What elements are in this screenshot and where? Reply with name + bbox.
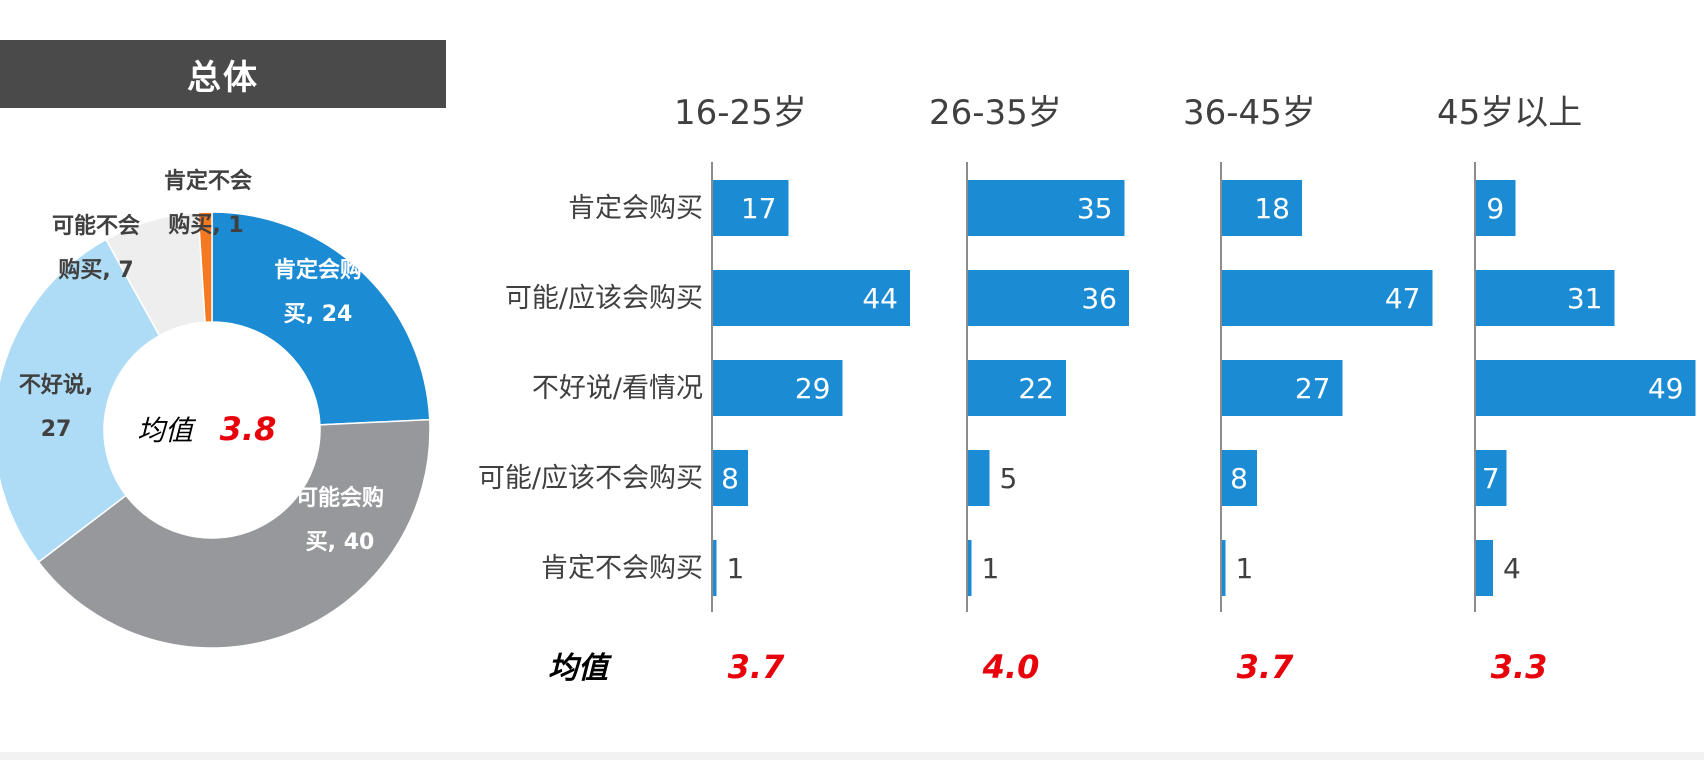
category-label: 肯定会购买 — [568, 193, 703, 224]
bar-value-label: 1 — [727, 552, 745, 585]
donut-center-mean-value: 3.8 — [220, 410, 277, 448]
bar — [1475, 450, 1507, 506]
bar — [967, 540, 972, 596]
overall-title-bar: 总体 — [0, 40, 446, 108]
overall-title: 总体 — [187, 57, 259, 98]
bar-value-label: 47 — [1385, 282, 1421, 315]
bar — [1475, 540, 1493, 596]
bar-value-label: 44 — [862, 282, 898, 315]
bar-value-label: 29 — [795, 372, 831, 405]
bar-value-label: 36 — [1081, 282, 1117, 315]
panel-mean-value: 4.0 — [982, 648, 1040, 686]
category-label: 肯定不会购买 — [541, 553, 703, 584]
donut-center-mean-label: 均值 — [137, 414, 197, 447]
bar — [967, 360, 1066, 416]
donut-slice — [197, 211, 213, 324]
panel-title: 26-35岁 — [929, 93, 1062, 133]
bar — [1221, 180, 1302, 236]
panel-mean-value: 3.7 — [1237, 648, 1294, 686]
category-label: 不好说/看情况 — [532, 373, 703, 404]
bar-value-label: 8 — [1230, 462, 1248, 495]
bar-value-label: 1 — [1236, 552, 1254, 585]
bar — [1221, 270, 1433, 326]
bar — [712, 540, 717, 596]
panel-title: 36-45岁 — [1183, 93, 1316, 133]
bar-value-label: 9 — [1486, 192, 1504, 225]
bar — [712, 270, 910, 326]
bar — [712, 180, 789, 236]
bar — [967, 270, 1129, 326]
donut-slice-label: 不好说, 27 — [19, 372, 93, 442]
bar — [1475, 360, 1696, 416]
bar-value-label: 27 — [1295, 372, 1331, 405]
panel-mean-value: 3.3 — [1491, 648, 1548, 686]
bar-value-label: 31 — [1567, 282, 1603, 315]
overall-donut-chart: 肯定会购买, 24 可能会购买, 40 不好说, 27 可能不会购买, 7 肯定不会购买,… — [0, 168, 431, 649]
bar-value-label: 35 — [1077, 192, 1113, 225]
bar — [1475, 180, 1516, 236]
bar — [967, 180, 1125, 236]
bar — [712, 360, 843, 416]
bar-value-label: 4 — [1503, 552, 1521, 585]
bar-value-label: 18 — [1254, 192, 1290, 225]
bar-value-label: 7 — [1482, 462, 1500, 495]
bar-value-label: 22 — [1018, 372, 1054, 405]
bar — [1221, 450, 1257, 506]
footer-divider — [0, 752, 1704, 760]
donut-slice-label: 可能会购买, 40 — [296, 485, 384, 555]
donut-slice-label: 肯定会购买, 24 — [274, 257, 362, 327]
bar-value-label: 49 — [1648, 372, 1684, 405]
panel-title: 16-25岁 — [674, 93, 807, 133]
bar — [1475, 270, 1615, 326]
bar-value-label: 5 — [1000, 462, 1018, 495]
panel-title: 45岁以上 — [1437, 93, 1582, 133]
category-label: 可能/应该不会购买 — [478, 463, 703, 494]
category-label: 可能/应该会购买 — [505, 283, 703, 314]
panel-mean-value: 3.7 — [728, 648, 785, 686]
bar — [1221, 360, 1343, 416]
bar-value-label: 8 — [721, 462, 739, 495]
bar — [967, 450, 990, 506]
donut-slice — [37, 418, 431, 649]
row-mean-label: 均值 — [548, 651, 613, 686]
bar — [1221, 540, 1226, 596]
donut-slice-label: 肯定不会购买, 1 — [164, 168, 252, 238]
bar-value-label: 17 — [741, 192, 777, 225]
bar — [712, 450, 748, 506]
donut-slice-label: 可能不会购买, 7 — [52, 213, 140, 283]
donut-slice — [0, 238, 161, 564]
bar-value-label: 1 — [982, 552, 1000, 585]
donut-slice — [211, 211, 431, 426]
